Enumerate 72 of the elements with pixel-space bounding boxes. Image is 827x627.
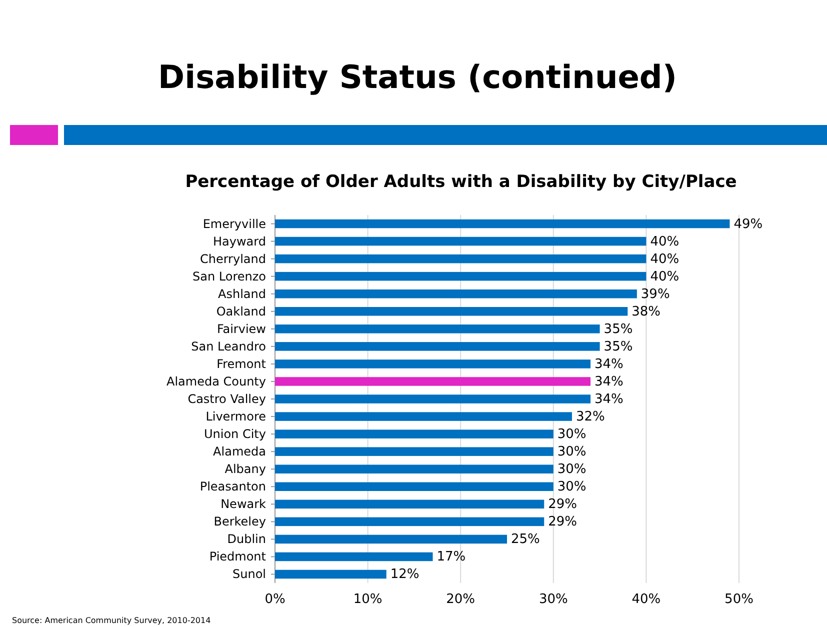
- y-tick-label: Oakland: [216, 304, 266, 318]
- x-tick-label: 0%: [264, 592, 286, 607]
- bar: [275, 412, 572, 421]
- data-label: 25%: [511, 532, 540, 548]
- bar: [275, 552, 433, 562]
- data-label: 12%: [390, 567, 420, 582]
- data-label: 34%: [594, 356, 624, 372]
- y-tick-label: San Lorenzo: [192, 269, 266, 284]
- bar: [275, 342, 600, 351]
- y-tick-label: Castro Valley: [188, 392, 266, 406]
- data-label: 29%: [548, 497, 578, 512]
- bar: [275, 517, 544, 526]
- bar: [275, 447, 554, 456]
- data-label: 49%: [734, 216, 763, 232]
- bar: [275, 360, 591, 368]
- y-tick-label: Cherryland: [200, 252, 266, 266]
- y-tick-label: Berkeley: [214, 514, 266, 529]
- y-tick-label: Sunol: [232, 567, 266, 582]
- y-tick-label: Pleasanton: [200, 480, 266, 494]
- y-tick-label: Newark: [220, 497, 266, 512]
- x-tick-label: 10%: [353, 592, 382, 607]
- data-label: 17%: [436, 550, 466, 565]
- data-label: 35%: [604, 339, 633, 354]
- data-label: 38%: [632, 304, 661, 320]
- bar: [275, 289, 637, 298]
- data-label: 30%: [557, 480, 586, 495]
- y-tick-label: Alameda County: [166, 374, 266, 388]
- x-tick-label: 30%: [538, 592, 568, 607]
- x-tick-label: 20%: [446, 592, 476, 607]
- data-label: 35%: [604, 322, 633, 337]
- data-label: 40%: [650, 269, 680, 284]
- bar: [275, 394, 591, 404]
- bar: [275, 219, 730, 228]
- y-tick-label: Union City: [204, 427, 266, 442]
- source-note: Source: American Community Survey, 2010-2014: [12, 616, 211, 625]
- x-tick-label: 50%: [724, 592, 754, 607]
- y-tick-label: Hayward: [213, 234, 266, 248]
- bar: [275, 324, 600, 334]
- bar: [275, 534, 507, 544]
- chart-title: Disability Status (continued): [158, 58, 677, 96]
- y-tick-label: Piedmont: [209, 550, 266, 564]
- bar: [275, 307, 628, 316]
- chart-subtitle: Percentage of Older Adults with a Disability by City/Place: [185, 172, 737, 192]
- x-tick-label: 40%: [632, 592, 661, 607]
- bar: [275, 464, 554, 474]
- data-label: 30%: [557, 427, 586, 442]
- bar: [275, 482, 554, 491]
- y-tick-label: San Leandro: [191, 339, 266, 354]
- data-label: 30%: [557, 462, 586, 478]
- data-label: 34%: [594, 392, 624, 407]
- bar: [275, 254, 646, 264]
- y-tick-label: Ashland: [218, 286, 266, 301]
- y-tick-label: Albany: [224, 462, 266, 476]
- bar: [275, 570, 386, 579]
- data-label: 29%: [548, 514, 578, 530]
- y-tick-label: Fremont: [216, 356, 266, 371]
- data-label: 32%: [576, 410, 605, 425]
- data-label: 39%: [640, 286, 670, 302]
- bar: [275, 500, 544, 509]
- data-label: 40%: [650, 234, 680, 250]
- y-tick-label: Emeryville: [202, 216, 266, 231]
- data-label: 34%: [594, 374, 624, 390]
- bar: [275, 430, 554, 438]
- y-tick-label: Livermore: [206, 410, 266, 424]
- data-label: 30%: [557, 444, 586, 460]
- bar: [275, 236, 646, 246]
- bar: [275, 272, 646, 281]
- y-tick-label: Dublin: [227, 532, 266, 546]
- data-label: 40%: [650, 252, 680, 267]
- bar: [275, 377, 591, 386]
- y-tick-label: Fairview: [216, 322, 266, 336]
- y-tick-label: Alameda: [213, 444, 266, 459]
